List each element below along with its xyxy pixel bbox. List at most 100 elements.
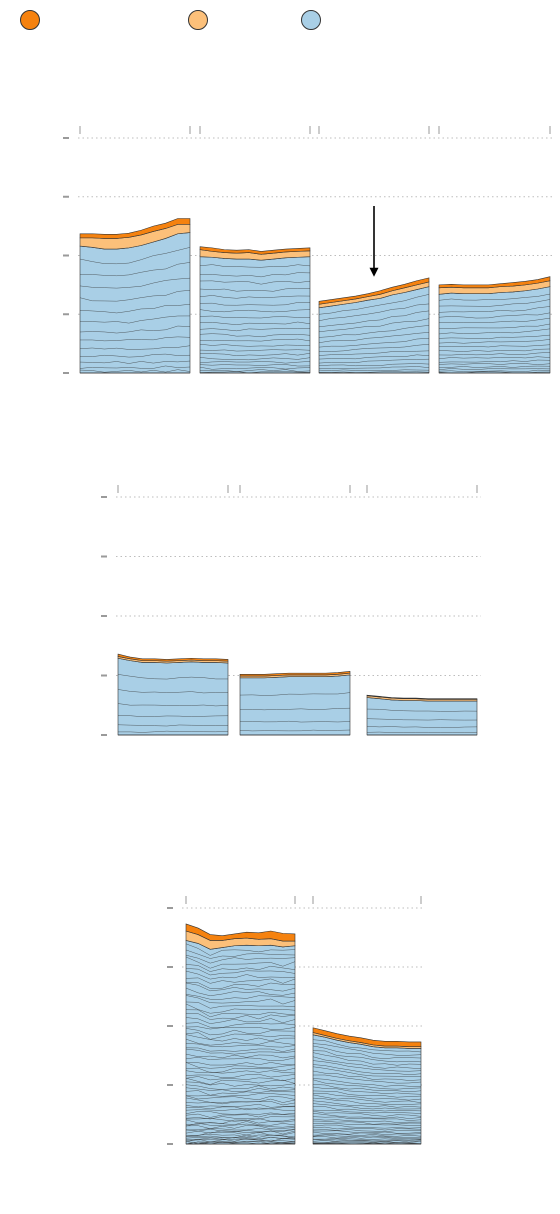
stack-boundary	[199, 272, 311, 278]
stack-boundary	[199, 353, 311, 357]
area-dark-orange	[438, 276, 551, 289]
stack-boundary	[438, 348, 551, 352]
stack-boundary	[199, 315, 311, 319]
area-blue	[239, 674, 351, 736]
stack-boundary	[185, 1108, 296, 1111]
stack-boundary	[185, 1022, 296, 1028]
stack-boundary	[312, 1118, 422, 1123]
stack-boundary	[79, 277, 191, 289]
stack-boundary	[185, 1101, 296, 1106]
stack-boundary	[185, 982, 296, 989]
stack-boundary	[199, 338, 311, 342]
stack-boundary	[199, 333, 311, 338]
stack-boundary	[185, 982, 296, 992]
stack-boundary	[185, 1128, 296, 1131]
stack-boundary	[312, 1056, 422, 1070]
stack-boundary	[185, 1116, 296, 1120]
stack-boundary	[312, 1093, 422, 1101]
area-blue	[117, 657, 229, 736]
stack-boundary	[79, 315, 191, 324]
stack-boundary	[312, 1103, 422, 1110]
area-dark-orange	[185, 923, 296, 942]
stack-boundary	[79, 336, 191, 342]
stack-boundary	[185, 1087, 296, 1093]
stack-boundary	[312, 1106, 422, 1112]
stack-boundary	[185, 1001, 296, 1009]
stack-boundary	[438, 312, 551, 319]
stack-boundary	[185, 1034, 296, 1042]
stack-boundary	[185, 1026, 296, 1030]
stack-boundary	[318, 294, 430, 315]
stack-boundary	[185, 1090, 296, 1096]
stack-boundary	[239, 720, 351, 723]
stack-boundary	[438, 323, 551, 329]
stack-boundary	[318, 343, 430, 352]
stack-boundary	[438, 339, 551, 344]
stack-boundary	[199, 357, 311, 361]
stack-boundary	[312, 1052, 422, 1066]
stack-boundary	[312, 1116, 422, 1121]
annotation-arrow-head	[369, 267, 379, 277]
stack-boundary	[79, 325, 191, 334]
stack-boundary	[185, 1076, 296, 1082]
stack-boundary	[312, 1136, 422, 1140]
stack-boundary	[438, 306, 551, 313]
stack-boundary	[185, 1119, 296, 1124]
stack-boundary	[318, 325, 430, 338]
stack-boundary	[318, 366, 430, 370]
area-dark-orange	[79, 218, 191, 239]
stack-boundary	[318, 358, 430, 364]
stack-boundary	[318, 363, 430, 367]
stack-boundary	[79, 365, 191, 369]
stack-boundary	[199, 369, 311, 372]
stack-boundary	[117, 674, 229, 680]
legend-swatch-light-orange	[188, 10, 208, 30]
stack-boundary	[366, 726, 478, 728]
stack-boundary	[312, 1078, 422, 1087]
stack-boundary	[199, 309, 311, 313]
area-dark-orange	[318, 277, 430, 305]
stack-boundary	[185, 1131, 296, 1136]
stack-boundary	[185, 1095, 296, 1100]
stack-boundary	[185, 949, 296, 959]
stack-boundary	[312, 1130, 422, 1134]
stack-boundary	[438, 344, 551, 348]
stack-boundary	[312, 1074, 422, 1084]
stack-boundary	[312, 1123, 422, 1126]
stack-boundary	[185, 1133, 296, 1138]
stack-boundary	[239, 692, 351, 696]
stack-boundary	[79, 290, 191, 302]
stack-boundary	[185, 1081, 296, 1087]
stack-boundary	[312, 1094, 422, 1103]
stack-boundary	[199, 361, 311, 364]
stack-boundary	[185, 1139, 296, 1144]
stack-boundary	[199, 280, 311, 285]
stack-boundary	[79, 345, 191, 350]
stack-boundary	[438, 293, 551, 301]
stack-boundary	[185, 968, 296, 976]
stack-boundary	[438, 365, 551, 368]
stack-boundary	[199, 343, 311, 347]
stack-boundary	[438, 359, 551, 363]
stack-boundary	[79, 360, 191, 364]
stack-boundary	[438, 369, 551, 372]
stack-boundary	[185, 1032, 296, 1040]
stack-boundary	[318, 369, 430, 372]
stack-boundary	[117, 689, 229, 694]
area-blue	[79, 232, 191, 374]
stack-boundary	[185, 1093, 296, 1097]
stack-boundary	[199, 295, 311, 299]
stack-boundary	[366, 731, 478, 733]
stack-boundary	[185, 1062, 296, 1069]
stack-boundary	[312, 1070, 422, 1081]
stack-boundary	[117, 724, 229, 727]
stack-boundary	[199, 321, 311, 325]
legend-swatch-dark-orange	[20, 10, 40, 30]
stack-boundary	[185, 1103, 296, 1108]
stack-boundary	[185, 1106, 296, 1111]
stack-boundary	[312, 1140, 422, 1144]
stack-boundary	[79, 369, 191, 373]
stack-boundary	[185, 1111, 296, 1115]
stack-boundary	[185, 970, 296, 980]
